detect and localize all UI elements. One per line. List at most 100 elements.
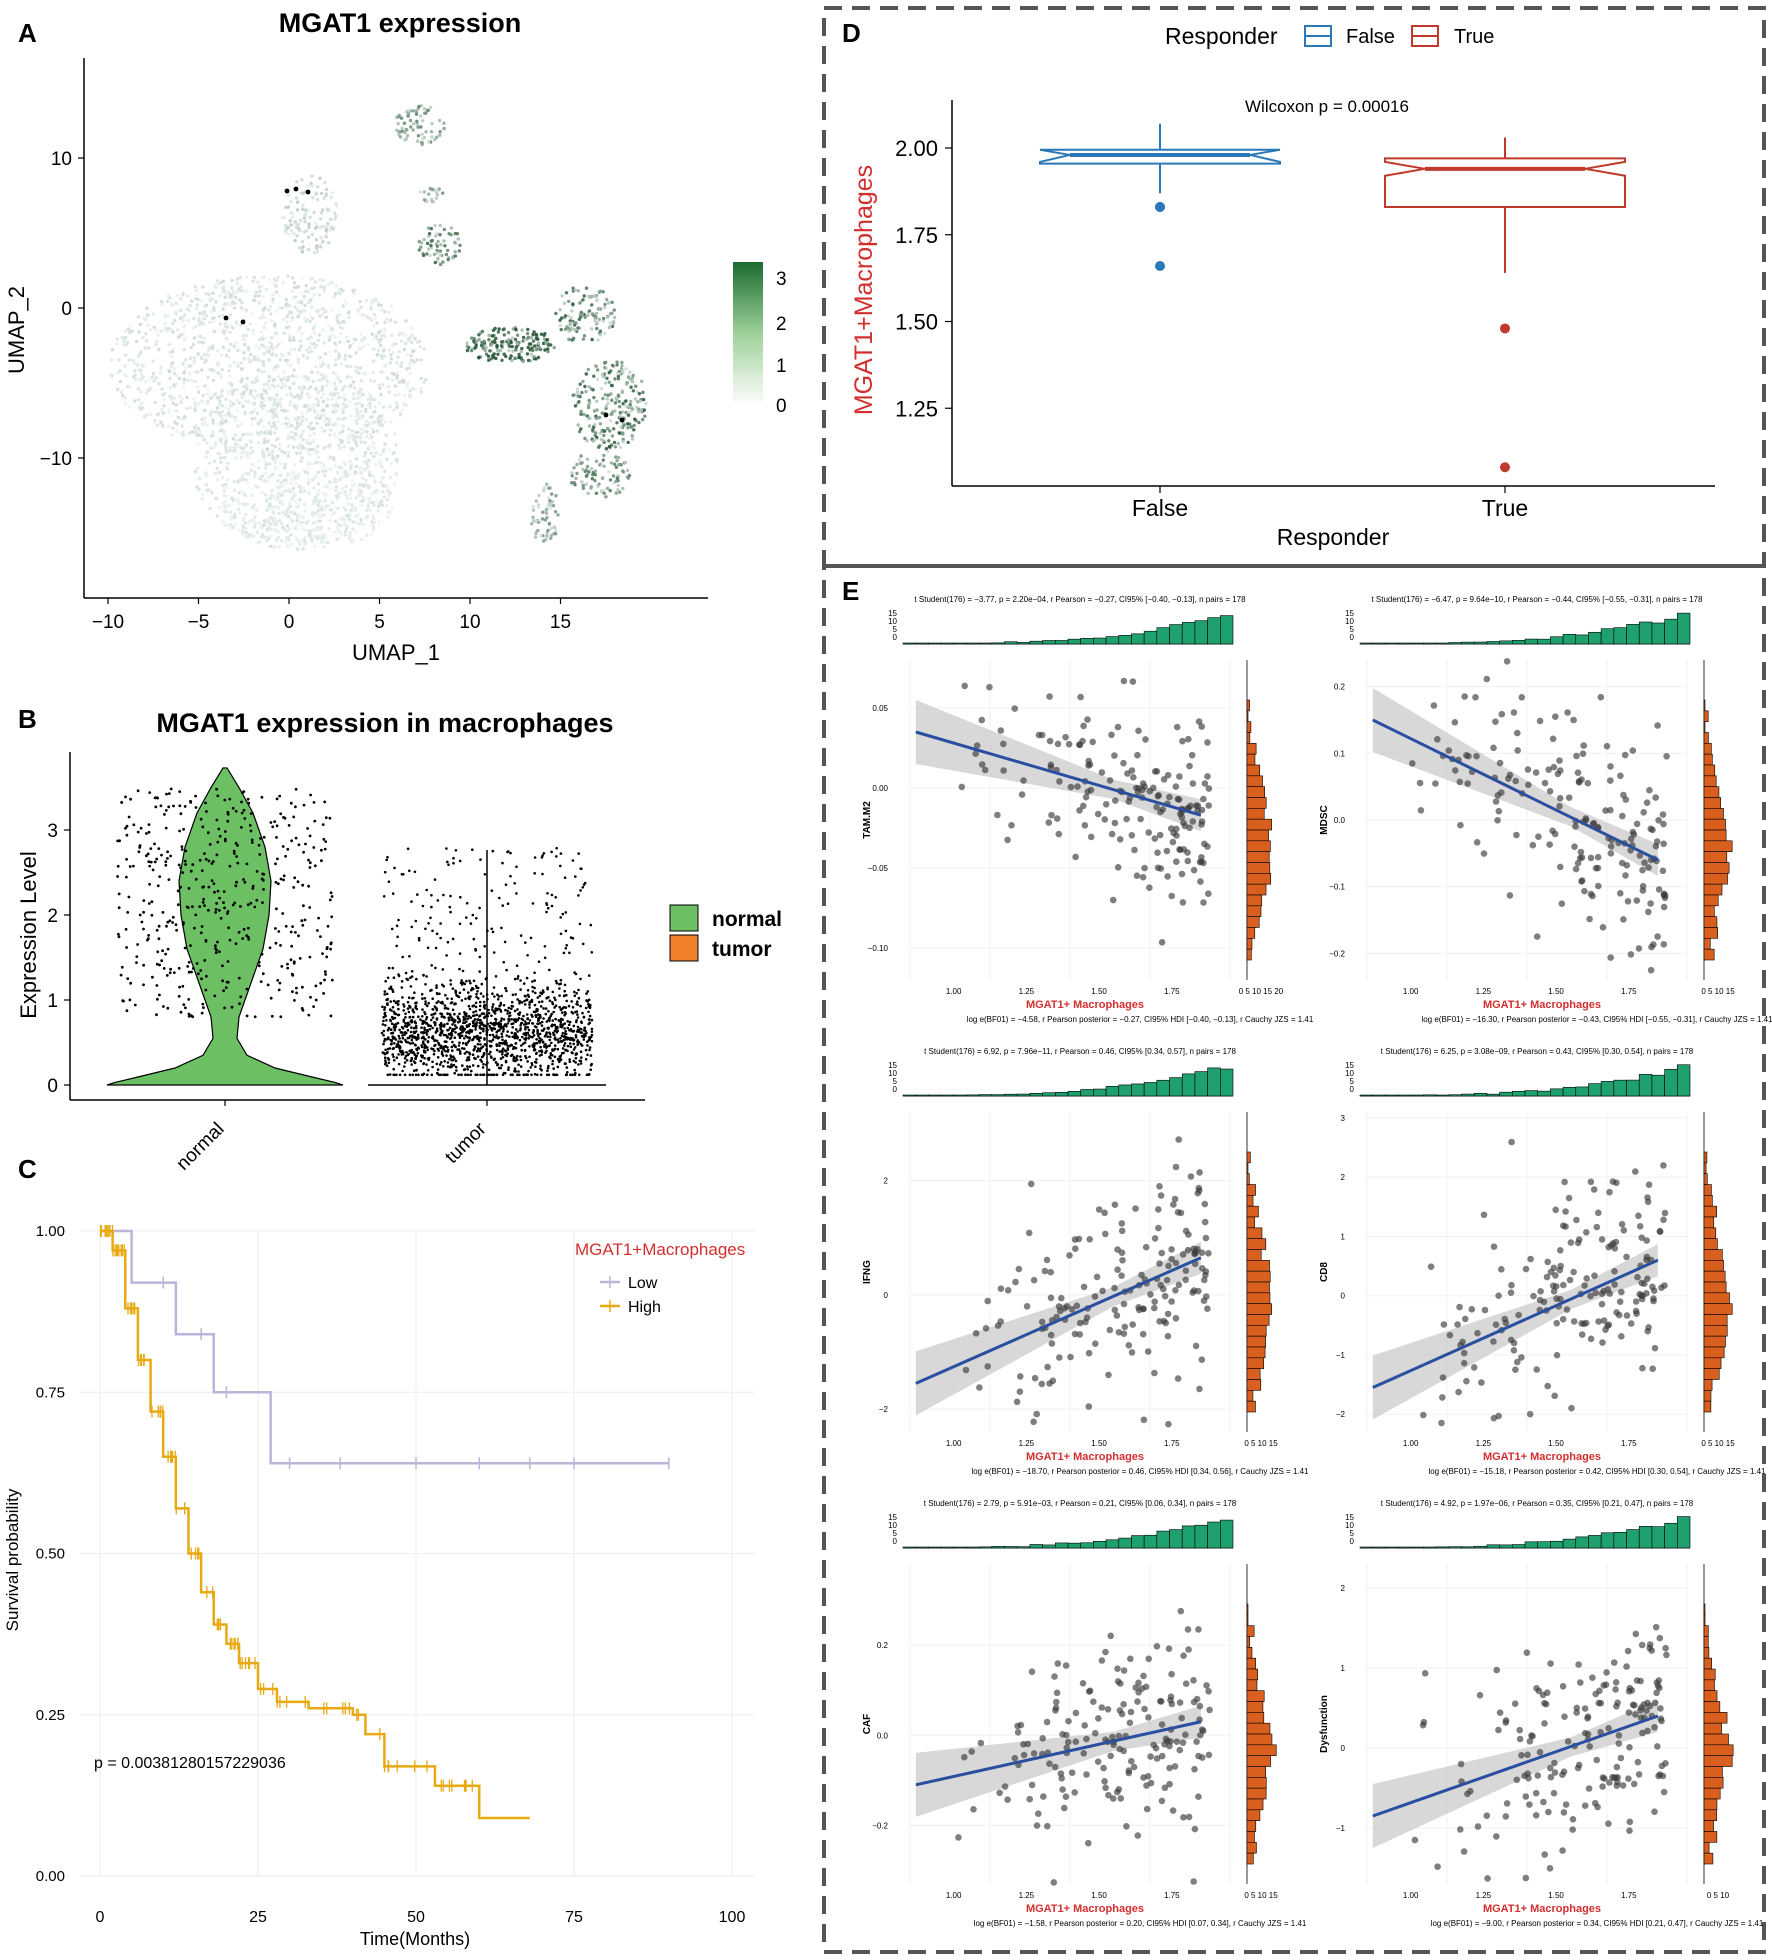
scatter-tam-m2: t Student(176) = −3.77, p = 2.20e−04, r … [862,595,1314,1024]
panel-letter-e: E [842,576,859,606]
panel-d-ylabel: MGAT1+Macrophages [850,165,878,415]
legend-false: False [1346,26,1395,48]
e-xtick: 1.75 [1164,1439,1180,1448]
a-xtick: −5 [188,612,210,633]
e-xtick: 1.00 [946,1891,962,1900]
panel-b-legend: normal tumor [669,904,782,962]
panel-a-ylabel: UMAP_2 [4,286,29,374]
scatter-cd8: t Student(176) = 6.25, p = 3.08e−09, r P… [1319,1047,1766,1476]
a-xtick: −10 [92,612,124,633]
e-xtick: 1.75 [1164,1891,1180,1900]
panel-letter-c: C [18,1154,37,1184]
e-xlabel: MGAT1+ Macrophages [1026,1451,1144,1463]
scatter-mdsc: t Student(176) = −6.47, p = 9.64e−10, r … [1319,595,1772,1024]
stats-bottom: log e(BF01) = −15.18, r Pearson posterio… [1428,1467,1766,1476]
b-ytick: 0 [47,1076,58,1097]
side-ticks: 0 5 10 [1707,1891,1730,1900]
a-xtick: 0 [284,612,295,633]
e-xtick: 1.75 [1621,1891,1637,1900]
e-xlabel: MGAT1+ Macrophages [1483,1903,1601,1915]
d-ytick: 1.50 [895,310,938,335]
stats-bottom: log e(BF01) = −9.00, r Pearson posterior… [1431,1919,1764,1928]
hist-tick: 10 [1345,617,1354,626]
side-ticks: 0 5 10 15 [1244,1891,1278,1900]
stats-top: t Student(176) = 2.79, p = 5.91e−03, r P… [924,1499,1237,1508]
a-ytick: −10 [40,449,72,470]
colorbar-tick: 3 [776,269,787,290]
survival-line-high [100,1229,530,1820]
panel-d-legend-title: Responder [1165,23,1278,49]
e-ytick: −2 [1336,1410,1346,1419]
e-xtick: 1.00 [1403,987,1419,996]
panel-d-wilcoxon: Wilcoxon p = 0.00016 [1245,97,1409,116]
survival-line-low [100,1229,669,1465]
legend-true: True [1454,26,1494,48]
legend-high: High [628,1299,661,1316]
e-ylabel: IFNG [862,1260,873,1284]
b-ytick: 3 [47,821,58,842]
e-ytick: 0 [1341,1744,1346,1753]
e-ytick: 0.05 [872,704,888,713]
e-ytick: −0.2 [1329,949,1345,958]
e-xtick: 1.00 [1403,1439,1419,1448]
e-ytick: 0.0 [877,1731,889,1740]
hist-tick: 15 [1345,1513,1354,1522]
hist-tick: 15 [888,609,897,618]
panel-b-violin: MGAT1 expression in macrophages 0 1 2 3 norm… [16,708,782,1175]
hist-tick: 0 [893,1537,898,1546]
hist-tick: 10 [888,1069,897,1078]
e-xtick: 1.75 [1621,987,1637,996]
panel-e-scatter-grid: t Student(176) = −3.77, p = 2.20e−04, r … [862,595,1772,1928]
e-ytick: 2 [1341,1584,1346,1593]
box-false [1039,123,1281,271]
e-xtick: 1.50 [1548,1891,1564,1900]
hist-tick: 0 [1350,1085,1355,1094]
e-ytick: 0 [1341,1292,1346,1301]
stats-bottom: log e(BF01) = −18.70, r Pearson posterio… [971,1467,1309,1476]
d-xtick: True [1482,495,1528,521]
scatter-ifng: t Student(176) = 6.92, p = 7.96e−11, r P… [862,1047,1309,1476]
colorbar-tick: 0 [776,396,787,417]
e-ytick: 0.2 [877,1641,889,1650]
legend-tumor: tumor [712,938,772,961]
scatter-caf: t Student(176) = 2.79, p = 5.91e−03, r P… [862,1499,1307,1928]
b-ytick: 1 [47,991,58,1012]
e-ylabel: TAM.M2 [862,801,873,839]
panel-c-legend-title: MGAT1+Macrophages [575,1240,745,1259]
panel-c-survival: 0 25 50 75 100 0.00 0.25 0.50 0.75 1.00 Survival … [3,1223,755,1949]
a-ytick: 0 [61,299,72,320]
panel-letter-b: B [18,704,37,734]
e-ytick: 0.2 [1334,683,1346,692]
e-ytick: 2 [1341,1173,1346,1182]
e-xtick: 1.25 [1476,987,1492,996]
hist-tick: 5 [893,1077,898,1086]
e-xlabel: MGAT1+ Macrophages [1026,1903,1144,1915]
e-ytick: −1 [1336,1824,1346,1833]
c-xtick: 25 [249,1909,267,1926]
e-ytick: −0.2 [872,1821,888,1830]
e-xtick: 1.50 [1091,1891,1107,1900]
hist-tick: 0 [893,633,898,642]
e-ytick: −0.10 [868,944,889,953]
a-ytick: 10 [51,149,72,170]
e-xtick: 1.25 [1476,1439,1492,1448]
e-ylabel: Dysfunction [1319,1695,1330,1753]
stats-top: t Student(176) = 6.25, p = 3.08e−09, r P… [1381,1047,1694,1056]
e-xlabel: MGAT1+ Macrophages [1026,999,1144,1011]
b-ytick: 2 [47,906,58,927]
c-ytick: 1.00 [36,1223,65,1240]
e-ylabel: MDSC [1319,805,1330,834]
stats-top: t Student(176) = −3.77, p = 2.20e−04, r … [914,595,1246,604]
b-xtick: tumor [441,1118,491,1168]
panel-a-title: MGAT1 expression [279,8,522,38]
hist-tick: 15 [888,1513,897,1522]
hist-tick: 10 [1345,1521,1354,1530]
hist-tick: 15 [1345,1061,1354,1070]
e-xtick: 1.50 [1091,1439,1107,1448]
hist-tick: 10 [888,617,897,626]
panel-e-frame [822,564,1766,1954]
a-xtick: 15 [550,612,571,633]
e-xlabel: MGAT1+ Macrophages [1483,1451,1601,1463]
violin-normal [106,767,344,1086]
